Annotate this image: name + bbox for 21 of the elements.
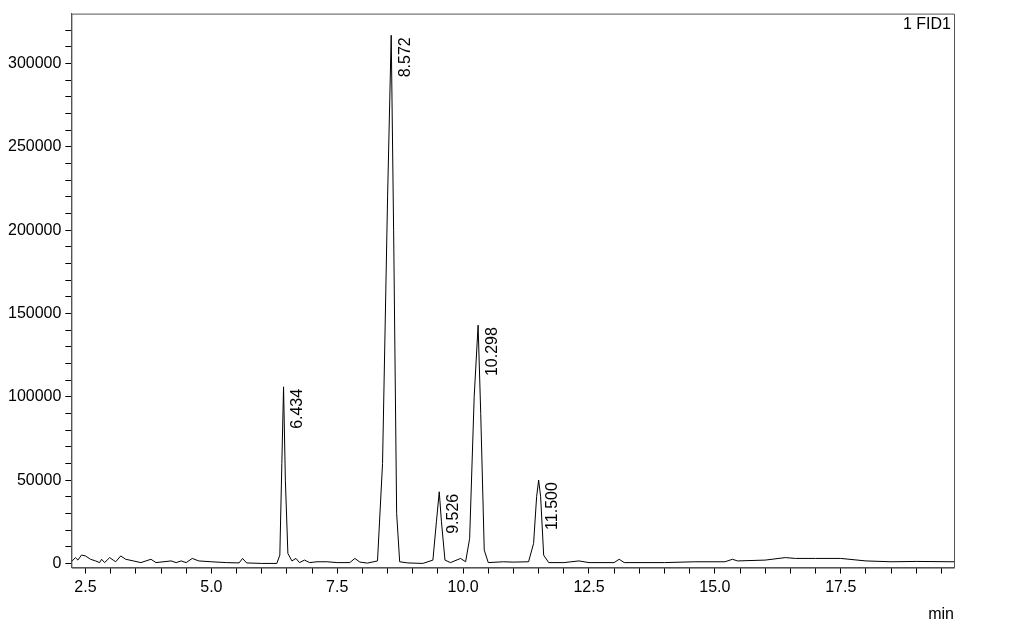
x-axis-title: min (928, 604, 954, 622)
y-tick-label: 250000 (8, 137, 62, 155)
annotation: 9.526 (443, 493, 461, 534)
y-tick-label: 100000 (8, 387, 62, 405)
annotation: 1 FID1 (902, 15, 952, 33)
y-tick-label: 150000 (8, 303, 62, 321)
x-tick-label: 15.0 (699, 577, 731, 595)
annotation: 10.298 (482, 327, 500, 377)
x-tick-label: 17.5 (825, 577, 857, 595)
annotation: 8.572 (395, 37, 413, 78)
y-tick-label: 0 (52, 553, 62, 571)
y-tick-label: 200000 (8, 220, 62, 238)
y-tick-label: 300000 (8, 53, 62, 71)
x-tick-label: 10.0 (447, 577, 479, 595)
x-tick-label: 12.5 (573, 577, 605, 595)
x-tick-label: 5.0 (200, 577, 223, 595)
x-tick-label: 2.5 (74, 577, 97, 595)
annotation: 6.434 (287, 388, 305, 429)
y-tick-label: 50000 (16, 470, 62, 488)
x-tick-label: 7.5 (326, 577, 349, 595)
annotation: 11.500 (543, 482, 561, 530)
